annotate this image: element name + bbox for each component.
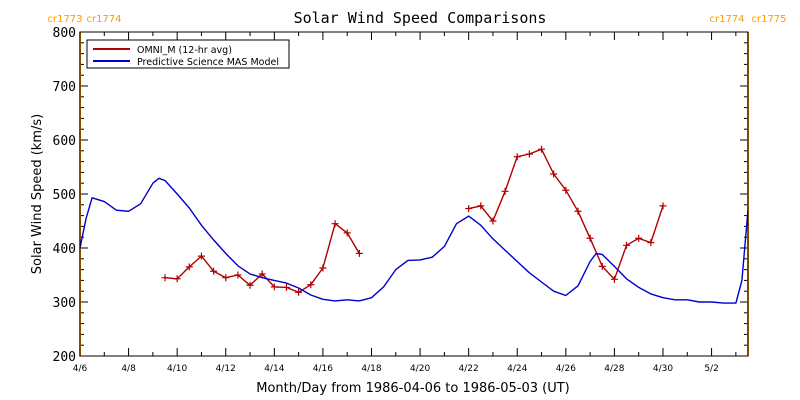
- data-point: [319, 264, 327, 272]
- x-tick-label: 5/2: [704, 364, 718, 374]
- data-point: [173, 275, 181, 283]
- data-point: [623, 241, 631, 249]
- carrington-label-before: cr1773: [47, 14, 82, 25]
- data-point: [525, 150, 533, 158]
- x-axis-label: Month/Day from 1986-04-06 to 1986-05-03 …: [256, 381, 569, 396]
- carrington-markers: [79, 32, 749, 356]
- y-tick-label: 300: [53, 296, 76, 311]
- data-point: [477, 202, 485, 210]
- y-tick-label: 200: [53, 350, 76, 365]
- data-point: [610, 275, 618, 283]
- legend-label: OMNI_M (12-hr avg): [137, 45, 232, 56]
- chart-title: Solar Wind Speed Comparisons: [294, 9, 547, 27]
- carrington-labels: cr1773 cr1774 cr1774 cr1775: [47, 14, 786, 25]
- data-point: [562, 186, 570, 194]
- series-mas-model: [79, 177, 749, 304]
- x-tick-label: 4/16: [313, 364, 333, 374]
- legend-box: [86, 39, 290, 69]
- data-point: [222, 274, 230, 282]
- x-tick-label: 4/30: [653, 364, 673, 374]
- data-point: [550, 170, 558, 178]
- data-point: [489, 217, 497, 225]
- y-tick-label: 500: [53, 188, 76, 203]
- data-point: [659, 202, 667, 210]
- data-point: [234, 271, 242, 279]
- legend: OMNI_M (12-hr avg)Predictive Science MAS…: [86, 39, 290, 69]
- data-point: [295, 288, 303, 296]
- data-point: [246, 281, 254, 289]
- carrington-label-after: cr1775: [751, 14, 786, 25]
- data-point: [647, 239, 655, 247]
- series-line: [468, 148, 664, 280]
- y-axis-label: Solar Wind Speed (km/s): [30, 114, 45, 274]
- x-tick-label: 4/14: [264, 364, 284, 374]
- x-tick-label: 4/10: [167, 364, 187, 374]
- data-point: [501, 187, 509, 195]
- data-point: [185, 263, 193, 271]
- data-point: [270, 283, 278, 291]
- data-point: [513, 153, 521, 161]
- x-axis: 4/6 4/8 4/10 4/12 4/14 4/16 4/18 4/20 4/22 4/24 4/…: [73, 32, 737, 374]
- data-point: [586, 234, 594, 242]
- data-point: [343, 229, 351, 237]
- y-axis: 200 300 400 500 600 700 800: [53, 26, 748, 365]
- y-tick-label: 700: [53, 80, 76, 95]
- data-point: [574, 207, 582, 215]
- x-tick-label: 4/24: [507, 364, 527, 374]
- data-point: [282, 283, 290, 291]
- y-tick-label: 800: [53, 26, 76, 41]
- y-tick-label: 400: [53, 242, 76, 257]
- x-tick-label: 4/12: [216, 364, 236, 374]
- x-tick-label: 4/20: [410, 364, 430, 374]
- data-point: [258, 270, 266, 278]
- data-point: [355, 249, 363, 257]
- x-tick-label: 4/18: [361, 364, 381, 374]
- series-group: [79, 145, 749, 304]
- carrington-label-after: cr1774: [86, 14, 121, 25]
- x-tick-label: 4/26: [556, 364, 576, 374]
- x-tick-label: 4/6: [73, 364, 88, 374]
- data-point: [197, 252, 205, 260]
- x-tick-label: 4/28: [604, 364, 624, 374]
- data-point: [465, 205, 473, 213]
- series-omni: [161, 145, 667, 296]
- data-point: [598, 262, 606, 270]
- data-point: [210, 267, 218, 275]
- x-tick-label: 4/8: [121, 364, 136, 374]
- data-point: [538, 145, 546, 153]
- plot-frame: [79, 31, 749, 357]
- x-tick-label: 4/22: [459, 364, 479, 374]
- data-point: [161, 274, 169, 282]
- y-tick-label: 600: [53, 134, 76, 149]
- data-point: [635, 234, 643, 242]
- series-line: [164, 222, 360, 293]
- data-point: [331, 220, 339, 228]
- series-line: [79, 177, 749, 304]
- data-point: [307, 281, 315, 289]
- carrington-label-before: cr1774: [709, 14, 744, 25]
- legend-label: Predictive Science MAS Model: [137, 57, 279, 68]
